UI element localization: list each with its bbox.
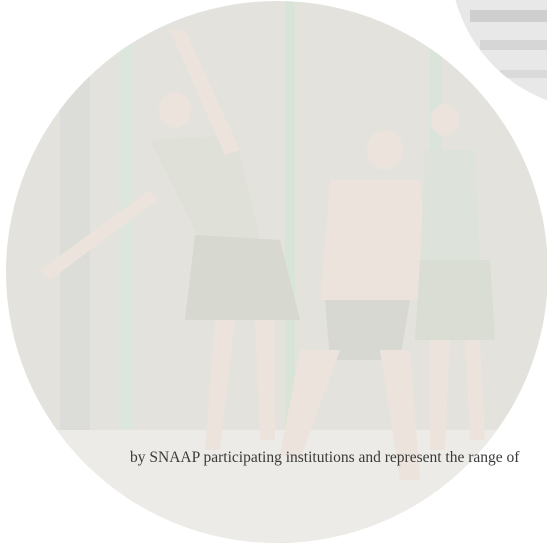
page: by SNAAP participating institutions and … — [0, 0, 547, 552]
photo-layer — [0, 0, 547, 552]
caption-text: by SNAAP participating institutions and … — [130, 449, 519, 467]
dance-photo — [0, 0, 547, 552]
